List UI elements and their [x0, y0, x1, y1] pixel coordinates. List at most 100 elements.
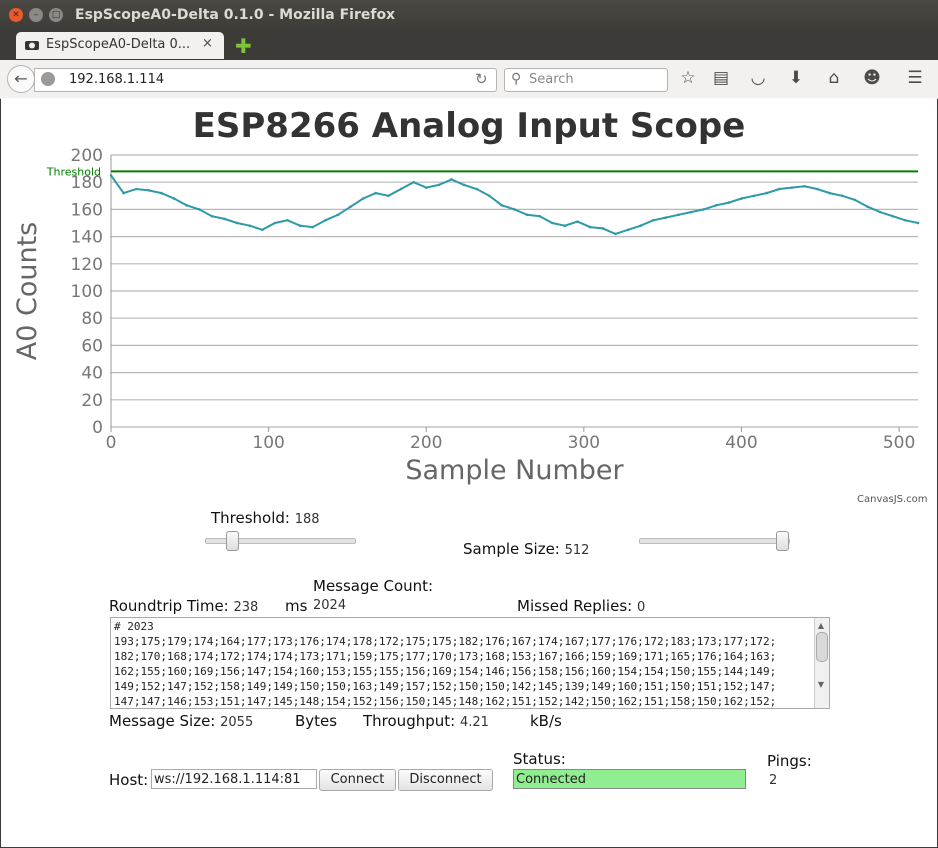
scroll-thumb[interactable] [816, 632, 828, 662]
x-tick-label: 300 [568, 433, 600, 453]
threshold-label: Threshold [46, 165, 101, 178]
message-log-textarea[interactable]: ▲ ▼ # 2023 193;175;179;174;164;177;173;17… [110, 617, 830, 709]
back-arrow-icon[interactable]: ← [7, 65, 35, 93]
y-tick-label: 180 [71, 173, 103, 193]
data-series-line [110, 174, 919, 235]
data-point [639, 224, 642, 228]
data-point [866, 205, 869, 208]
window-close-button[interactable]: ✕ [9, 8, 23, 22]
data-point [563, 224, 567, 228]
pocket-icon[interactable]: ◡ [750, 68, 766, 88]
data-point [462, 183, 466, 187]
sample-size-slider-track[interactable] [639, 538, 790, 544]
log-line: 149;152;147;152;158;149;149;150;150;163;… [114, 680, 777, 693]
scroll-down-icon[interactable]: ▼ [817, 680, 825, 689]
search-placeholder: Search [529, 72, 574, 87]
data-point [223, 217, 226, 221]
throughput-label-text: Throughput: [363, 712, 456, 730]
data-point [651, 218, 655, 222]
threshold-slider-track[interactable] [205, 538, 356, 544]
download-icon[interactable]: ⬇ [788, 68, 804, 88]
new-tab-icon[interactable]: ✚ [235, 34, 252, 58]
data-point [588, 225, 592, 229]
data-point [525, 213, 529, 217]
roundtrip-unit: ms [285, 597, 308, 615]
home-icon[interactable]: ⌂ [828, 68, 840, 88]
data-point [853, 198, 857, 202]
message-size-value: 2055 [220, 715, 254, 730]
tab-title: EspScopeA0-Delta 0... [46, 37, 191, 52]
search-input[interactable]: ⚲ Search [504, 68, 668, 92]
threshold-slider-thumb[interactable] [225, 531, 239, 551]
sample-size-slider-thumb[interactable] [776, 531, 790, 551]
data-point [740, 197, 743, 200]
message-size-label-text: Message Size: [109, 712, 216, 730]
data-point [185, 204, 188, 207]
threshold-value: 188 [294, 512, 320, 527]
window-minimize-button[interactable]: – [29, 8, 43, 22]
tab-close-icon[interactable]: × [202, 36, 213, 51]
roundtrip-value: 238 [233, 600, 259, 615]
log-scrollbar[interactable]: ▲ ▼ [814, 618, 829, 708]
y-axis-title: A0 Counts [12, 222, 43, 360]
smiley-icon[interactable]: ☻ [863, 68, 881, 88]
data-point [916, 221, 920, 225]
menu-icon[interactable]: ☰ [907, 68, 923, 88]
globe-icon [41, 72, 55, 86]
data-point [387, 194, 390, 198]
connect-button[interactable]: Connect [319, 769, 396, 791]
data-point [134, 187, 138, 191]
reload-icon[interactable]: ↻ [475, 70, 488, 88]
data-point [298, 224, 302, 228]
data-point [160, 191, 163, 195]
missed-replies-value: 0 [636, 600, 646, 615]
y-tick-label: 140 [71, 228, 103, 248]
y-tick-label: 100 [71, 282, 103, 302]
log-line: # 2023 [114, 620, 154, 633]
url-text[interactable]: 192.168.1.114 [69, 72, 165, 87]
y-tick-label: 60 [81, 336, 103, 356]
data-point [803, 184, 806, 188]
data-point [273, 221, 277, 225]
favicon-icon [25, 41, 39, 50]
data-point [702, 208, 705, 211]
data-point [311, 225, 315, 229]
y-tick-label: 160 [71, 200, 103, 220]
data-point [210, 214, 214, 218]
data-point [777, 187, 781, 191]
sample-size-value: 512 [564, 543, 590, 558]
data-point [904, 218, 907, 222]
search-icon: ⚲ [511, 71, 522, 87]
data-point [752, 194, 756, 198]
data-point [197, 208, 201, 211]
reading-list-icon[interactable]: ▤ [712, 68, 730, 88]
message-size-unit: Bytes [295, 712, 338, 730]
log-line: 193;175;179;174;164;177;173;176;174;178;… [114, 635, 777, 648]
scope-chart: 0 20 40 60 80 100 120 140 160 180 200 0 100 200 300 400… [12, 146, 920, 486]
bookmark-star-icon[interactable]: ☆ [680, 68, 696, 88]
data-point [664, 216, 668, 219]
disconnect-button[interactable]: Disconnect [398, 769, 493, 791]
host-input[interactable]: ws://192.168.1.114:81 [151, 769, 317, 789]
window-maximize-button[interactable]: □ [49, 8, 63, 22]
data-point [147, 189, 151, 192]
data-point [828, 191, 832, 195]
x-tick-label: 0 [106, 433, 117, 453]
x-tick-label: 200 [410, 433, 442, 453]
x-tick-label: 400 [725, 433, 757, 453]
data-point [450, 178, 453, 181]
url-bar[interactable]: 192.168.1.114 ↻ [34, 68, 497, 92]
data-point [500, 204, 504, 207]
data-point [349, 205, 352, 208]
status-label: Status: [513, 750, 566, 768]
data-point [261, 228, 264, 232]
throughput-label: Throughput: 4.21 [363, 712, 489, 730]
data-point [576, 220, 579, 223]
data-point [551, 221, 554, 225]
browser-tab[interactable]: EspScopeA0-Delta 0... × [16, 32, 224, 59]
pings-value: 2 [769, 773, 778, 788]
scroll-up-icon[interactable]: ▲ [817, 621, 825, 630]
data-point [891, 214, 895, 218]
roundtrip-label-text: Roundtrip Time: [109, 597, 229, 615]
page-content [1, 98, 937, 847]
